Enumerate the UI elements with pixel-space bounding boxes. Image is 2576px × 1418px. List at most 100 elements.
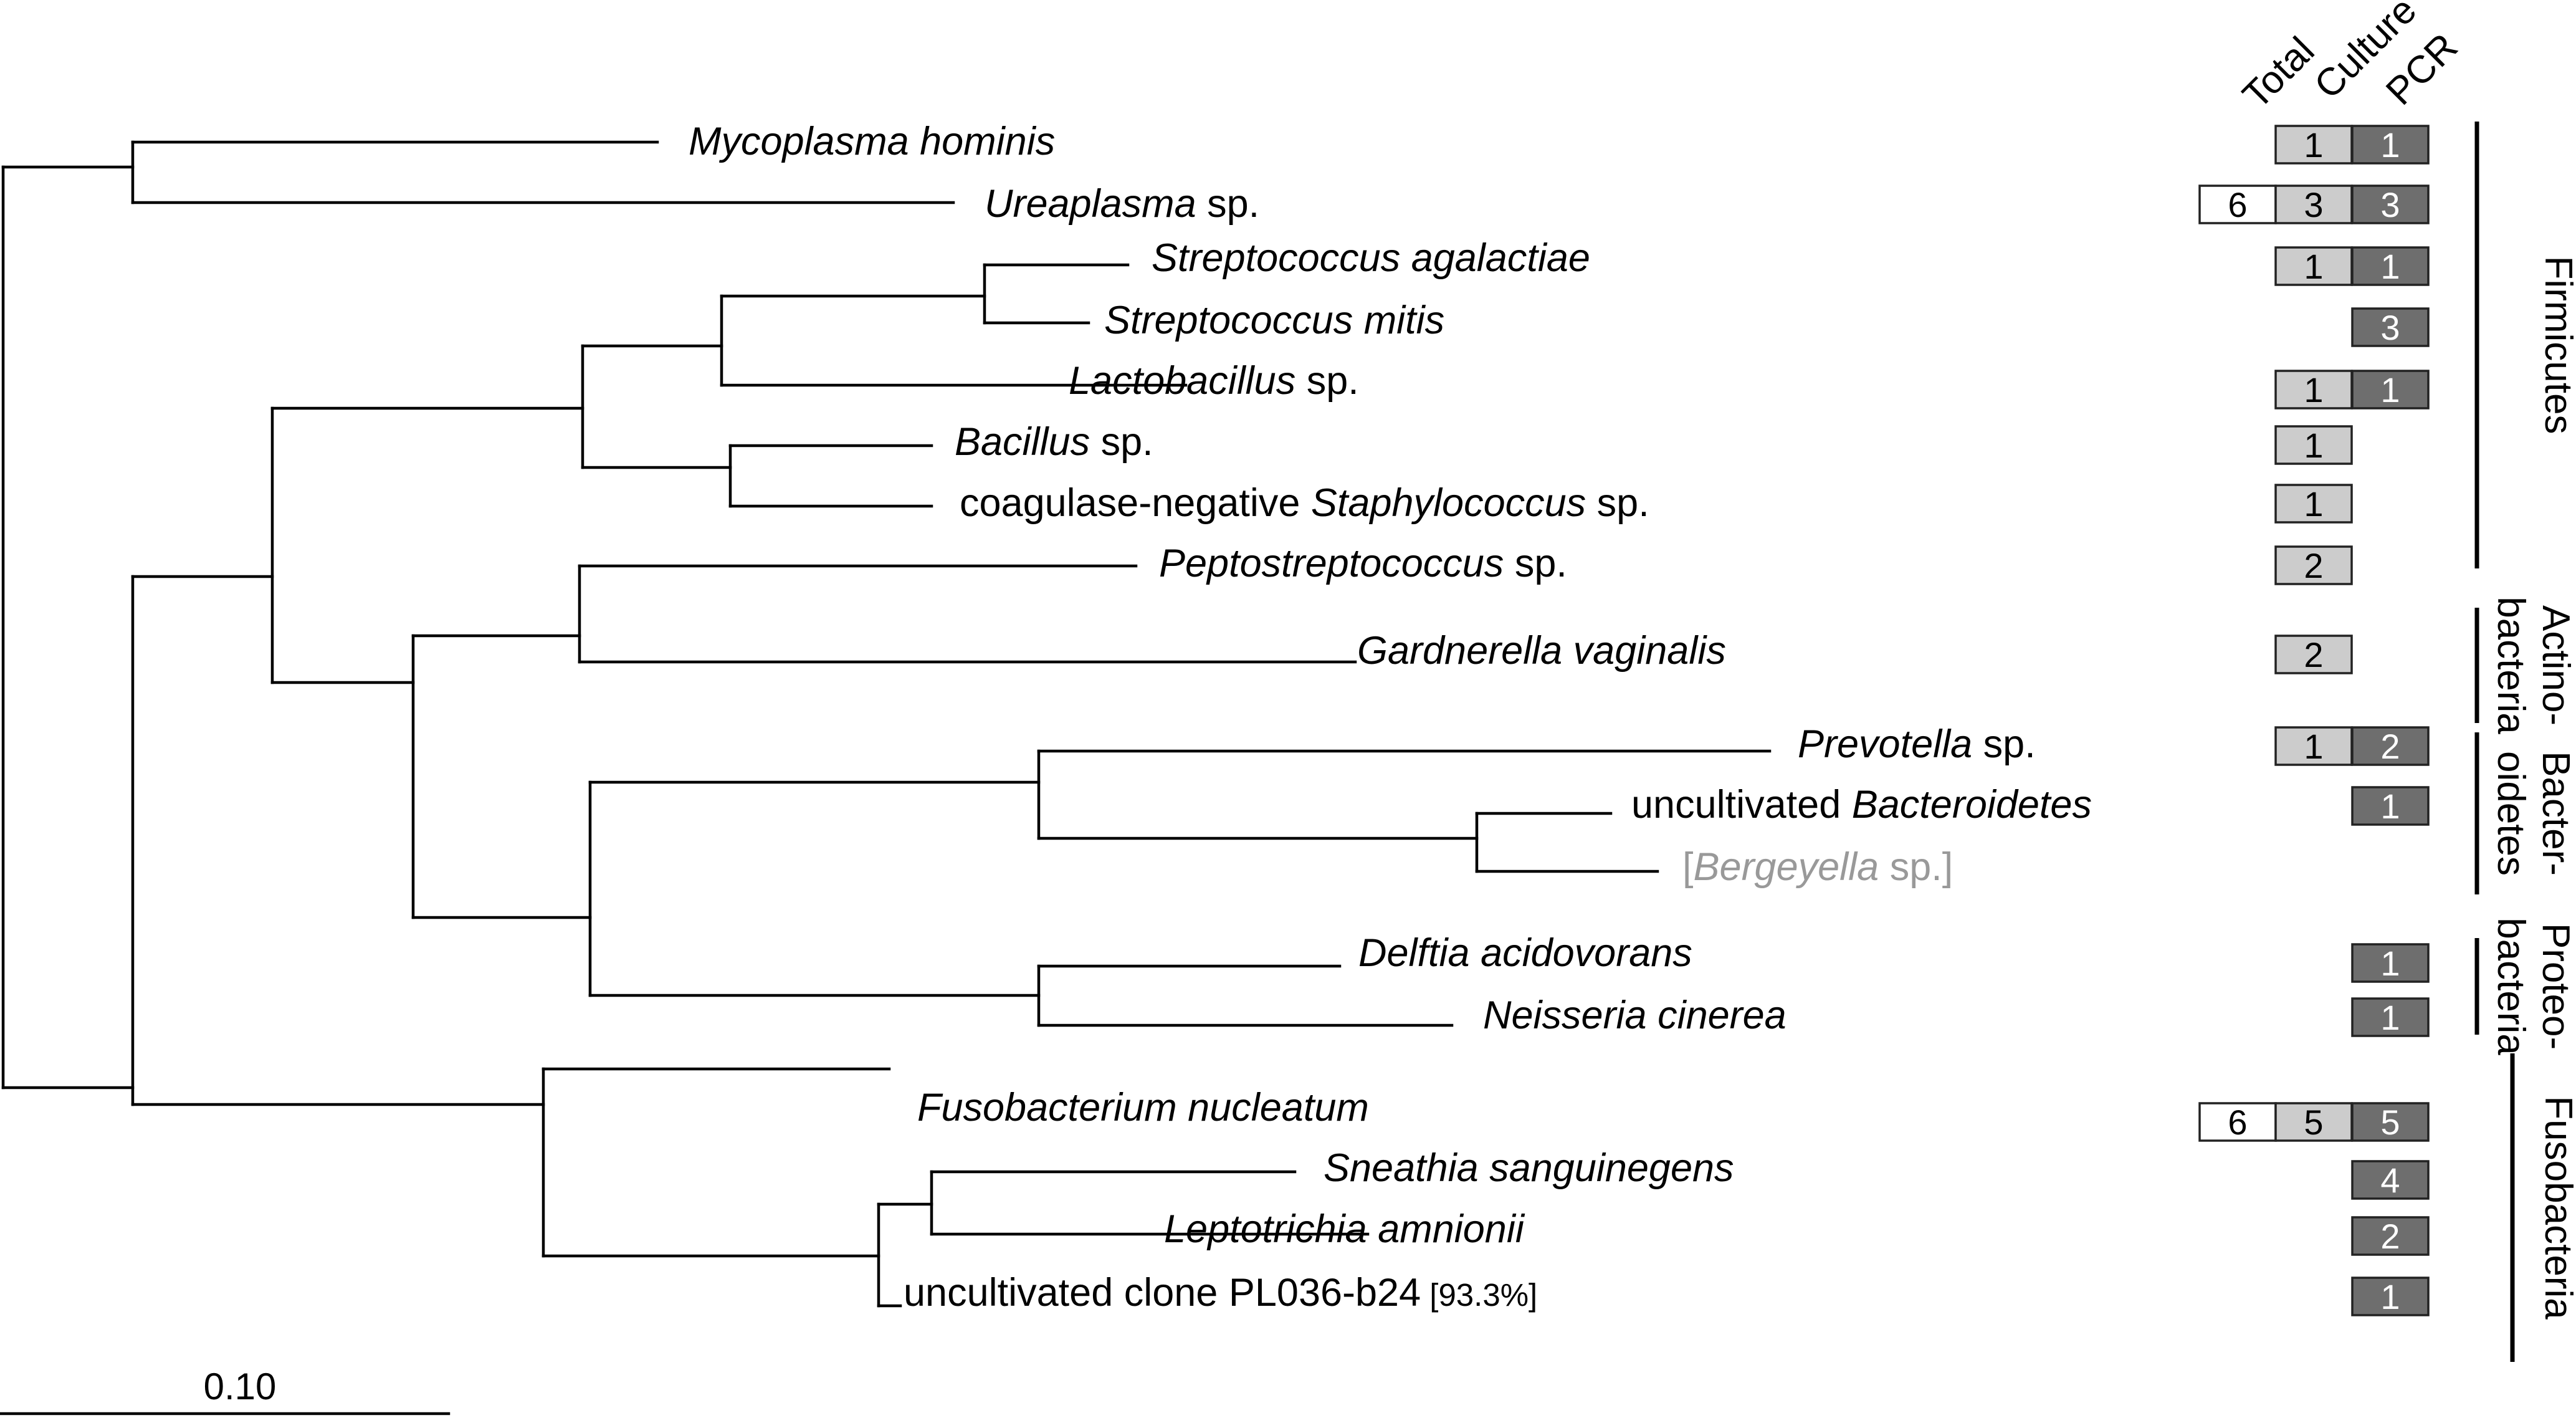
count-cell-culture [2274, 246, 2353, 286]
taxon-label-part: Delftia acidovorans [1358, 931, 1692, 975]
count-value-culture: 5 [2304, 1103, 2323, 1142]
group-label: Proteo-bacteria [2489, 917, 2576, 1055]
taxon-label: coagulase-negative Staphylococcus sp. [960, 481, 1649, 525]
taxon-label: Streptococcus agalactiae [1152, 236, 1590, 280]
count-value-pcr: 4 [2380, 1161, 2400, 1200]
count-value-total: 6 [2228, 1103, 2247, 1142]
taxon-label-part: Streptococcus mitis [1104, 299, 1444, 342]
count-cell-pcr [2351, 125, 2430, 165]
count-value-culture: 1 [2304, 727, 2323, 766]
group-label: Actino-bacteria [2489, 596, 2576, 734]
taxon-label: Streptococcus mitis [1104, 299, 1444, 342]
taxon-label-part: Staphylococcus [1311, 481, 1586, 525]
count-cell-pcr [2351, 307, 2430, 347]
count-cell-culture [2274, 425, 2353, 465]
taxon-label-part: sp. [1972, 722, 2036, 766]
count-value-pcr: 5 [2380, 1103, 2400, 1142]
taxon-label-part: Mycoplasma hominis [689, 120, 1055, 163]
count-value-pcr: 3 [2380, 308, 2400, 347]
taxon-label-part: Bacillus [955, 420, 1090, 464]
taxon-label-part: sp.] [1879, 845, 1953, 889]
group-label: Fusobacteria [2537, 1096, 2576, 1320]
taxon-label-part: uncultivated clone PL036-b24 [904, 1271, 1421, 1315]
group-label-line: Actino- [2534, 605, 2576, 726]
count-cell-pcr [2351, 184, 2430, 224]
group-label: Firmicutes [2537, 256, 2576, 434]
taxon-label: Delftia acidovorans [1358, 931, 1692, 975]
count-cell-culture [2274, 370, 2353, 410]
taxon-label-part: sp. [1196, 182, 1260, 226]
taxon-label-part: Bergeyella [1694, 845, 1879, 889]
tree-branches [1, 140, 1772, 1308]
count-cell-pcr [2351, 943, 2430, 983]
group-label-line: Bacter- [2534, 751, 2576, 876]
group-label: Bacter-oidetes [2489, 751, 2576, 876]
scale-bar: 0.10 [0, 1366, 451, 1416]
count-cell-culture [2274, 726, 2353, 766]
taxon-label: Gardnerella vaginalis [1357, 629, 1726, 673]
count-cell-pcr [2351, 1277, 2430, 1316]
count-value-culture: 1 [2304, 426, 2323, 465]
taxon-label-part: Peptostreptococcus [1159, 542, 1504, 585]
taxon-label-part: uncultivated [1631, 783, 1852, 826]
taxon-labels: Mycoplasma hominis Ureaplasma sp. Streptoc… [689, 120, 2092, 1315]
taxon-label: Peptostreptococcus sp. [1159, 542, 1567, 585]
taxon-label: Lactobacillus sp. [1069, 359, 1359, 403]
taxon-label: Ureaplasma sp. [985, 182, 1259, 226]
count-cell-culture [2274, 635, 2353, 674]
taxon-label: uncultivated Bacteroidetes [1631, 783, 2092, 826]
taxon-label-part: [93.3%] [1421, 1277, 1537, 1313]
count-value-culture: 1 [2304, 484, 2323, 524]
taxon-label: Mycoplasma hominis [689, 120, 1055, 163]
count-value-culture: 2 [2304, 635, 2323, 674]
group-label-line: Proteo- [2534, 923, 2576, 1050]
taxon-label: Leptotrichia amnionii [1164, 1207, 1525, 1251]
taxon-label: uncultivated clone PL036-b24 [93.3%] [904, 1271, 1537, 1315]
taxon-label-part: Neisseria cinerea [1483, 994, 1787, 1037]
count-cell-total [2198, 1102, 2277, 1142]
taxon-label-part: Lactobacillus [1069, 359, 1295, 403]
taxon-label-part: Streptococcus agalactiae [1152, 236, 1590, 280]
count-value-pcr: 1 [2380, 787, 2400, 826]
count-value-pcr: 1 [2380, 370, 2400, 410]
group-label-line: bacteria [2489, 917, 2532, 1055]
taxon-label: Bacillus sp. [955, 420, 1153, 464]
count-value-culture: 1 [2304, 125, 2323, 165]
count-cell-pcr [2351, 997, 2430, 1037]
count-cell-pcr [2351, 1102, 2430, 1142]
taxon-label-part: Fusobacterium nucleatum [917, 1086, 1369, 1129]
group-label-line: Fusobacteria [2537, 1096, 2576, 1320]
count-cell-pcr [2351, 1216, 2430, 1256]
group-label-line: Firmicutes [2537, 256, 2576, 434]
taxon-label-part: coagulase-negative [960, 481, 1311, 525]
taxon-label-part: [ [1682, 845, 1694, 889]
count-cell-culture [2274, 1102, 2353, 1142]
count-cell-culture [2274, 545, 2353, 585]
count-value-total: 6 [2228, 185, 2247, 224]
count-value-pcr: 1 [2380, 998, 2400, 1037]
count-cell-culture [2274, 184, 2353, 224]
count-cell-pcr [2351, 726, 2430, 766]
scale-bar-label: 0.10 [204, 1366, 277, 1407]
taxon-label: Neisseria cinerea [1483, 994, 1787, 1037]
taxon-label-part: Sneathia sanguinegens [1324, 1146, 1734, 1190]
count-cell-culture [2274, 484, 2353, 524]
count-value-culture: 2 [2304, 546, 2323, 585]
taxon-label-part: Prevotella [1798, 722, 1972, 766]
count-value-pcr: 1 [2380, 1277, 2400, 1316]
taxon-label-part: Ureaplasma [985, 182, 1196, 226]
count-value-culture: 3 [2304, 185, 2323, 224]
count-cell-pcr [2351, 370, 2430, 410]
count-cell-pcr [2351, 246, 2430, 286]
count-value-culture: 1 [2304, 247, 2323, 286]
taxon-label-part: Bacteroidetes [1852, 783, 2092, 826]
count-table: 1 1 6 3 3 1 1 3 1 1 1 1 2 2 1 2 1 1 1 6 5 5 4 2 1 [2198, 125, 2430, 1316]
phylum-groups: Firmicutes Actino-bacteria Bacter-oidetes P… [2474, 122, 2576, 1362]
taxon-label-part: Leptotrichia amnionii [1164, 1207, 1525, 1251]
taxon-label: Fusobacterium nucleatum [917, 1086, 1369, 1129]
count-cell-pcr [2351, 1160, 2430, 1200]
count-value-pcr: 2 [2380, 727, 2400, 766]
taxon-label-part: sp. [1090, 420, 1153, 464]
count-value-culture: 1 [2304, 370, 2323, 410]
